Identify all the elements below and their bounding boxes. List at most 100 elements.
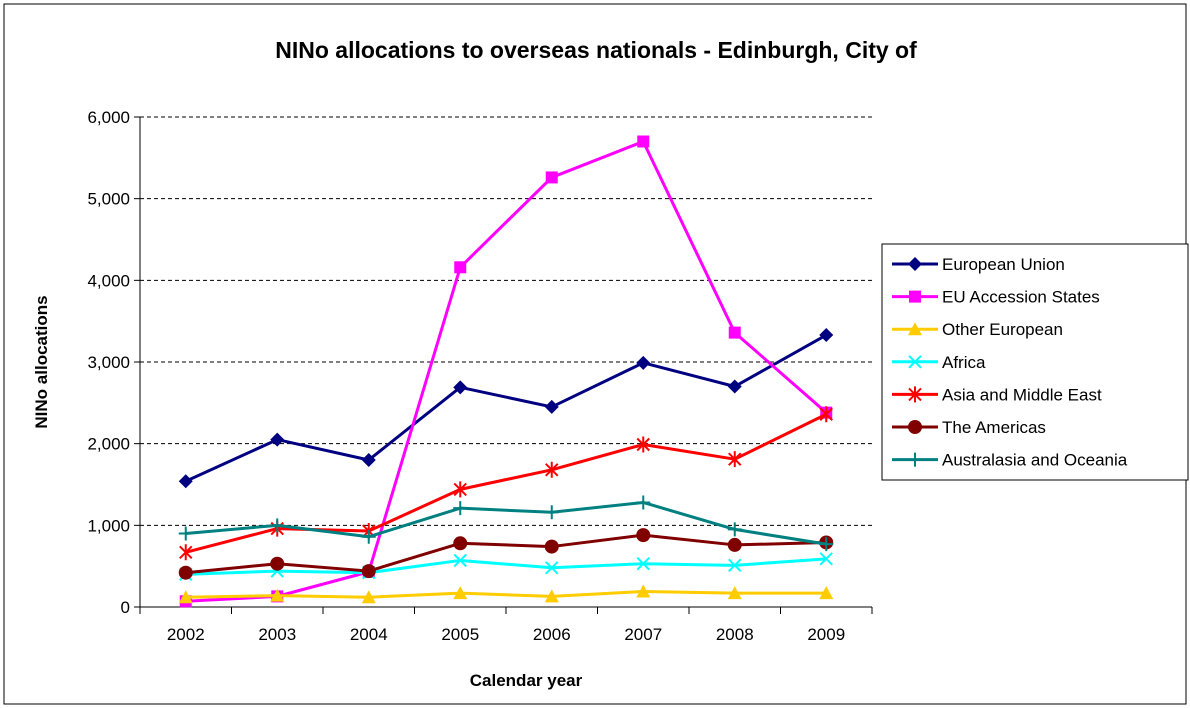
- legend-item: Australasia and Oceania: [892, 451, 1128, 470]
- data-point: [361, 529, 376, 544]
- data-point: [270, 588, 285, 602]
- chart-title: NINo allocations to overseas nationals -…: [275, 37, 917, 63]
- legend-label: The Americas: [942, 418, 1046, 437]
- legend: European Union EU Accession States Other E…: [881, 243, 1189, 481]
- data-point: [727, 586, 742, 600]
- data-point: [544, 505, 559, 520]
- series-6: [178, 495, 834, 552]
- data-point: [178, 474, 193, 489]
- legend-item: Asia and Middle East: [892, 385, 1102, 404]
- series-line: [185, 333, 827, 483]
- data-point: [637, 135, 650, 148]
- series-line: [185, 557, 827, 576]
- legend-label: Asia and Middle East: [942, 385, 1102, 404]
- x-tick-label: 2002: [167, 625, 205, 644]
- legend-marker: [908, 386, 922, 403]
- legend-marker: [909, 290, 921, 303]
- y-tick-label: 6,000: [87, 108, 130, 127]
- legend-marker: [908, 322, 922, 336]
- y-tick-label: 5,000: [87, 190, 130, 209]
- legend-label: Africa: [942, 353, 986, 372]
- legend-item: Other European: [892, 320, 1063, 339]
- data-point: [819, 328, 834, 343]
- y-tick-label: 4,000: [87, 271, 130, 290]
- data-point: [728, 326, 741, 339]
- data-point: [728, 558, 742, 573]
- series-line: [185, 589, 827, 599]
- data-point: [545, 461, 559, 478]
- data-point: [728, 451, 742, 468]
- data-point: [361, 590, 376, 604]
- data-point: [453, 553, 467, 568]
- data-point: [453, 536, 468, 551]
- y-axis-ticks: 0 1,000 2,000 3,000 4,000 5,000 6,000: [87, 108, 140, 617]
- data-point: [453, 586, 468, 600]
- data-point: [636, 557, 650, 571]
- series-4: [179, 406, 833, 561]
- legend-label: Other European: [942, 320, 1063, 339]
- y-tick-label: 0: [121, 598, 130, 617]
- data-point: [361, 453, 376, 467]
- x-tick-label: 2004: [350, 625, 388, 644]
- x-axis-ticks: 2002 2003 2004 2005 2006 2007 2008 2009: [139, 607, 873, 644]
- y-tick-label: 2,000: [87, 435, 130, 454]
- data-point: [545, 561, 559, 575]
- series-5: [178, 528, 834, 580]
- x-tick-label: 2009: [807, 625, 845, 644]
- legend-item: European Union: [892, 255, 1065, 274]
- legend-marker: [908, 452, 922, 467]
- data-point: [270, 518, 285, 533]
- y-tick-label: 1,000: [87, 516, 130, 535]
- data-point: [178, 526, 193, 541]
- series-group: [178, 135, 834, 608]
- data-point: [178, 590, 193, 604]
- legend-marker: [908, 420, 922, 434]
- data-point: [544, 399, 559, 414]
- data-point: [544, 589, 559, 603]
- data-point: [270, 556, 285, 571]
- data-point: [636, 584, 651, 598]
- series-0: [178, 328, 834, 489]
- data-point: [819, 586, 834, 600]
- data-point: [819, 552, 833, 566]
- data-point: [453, 380, 468, 395]
- legend-marker: [908, 257, 922, 271]
- data-point: [819, 537, 834, 552]
- x-tick-label: 2007: [624, 625, 662, 644]
- data-point: [727, 522, 742, 537]
- data-point: [179, 544, 193, 561]
- data-point: [727, 537, 742, 552]
- data-point: [544, 539, 559, 554]
- data-point: [545, 171, 558, 184]
- data-point: [453, 481, 467, 498]
- data-point: [454, 261, 467, 274]
- data-point: [636, 355, 651, 370]
- legend-item: The Americas: [892, 418, 1046, 437]
- x-axis-title: Calendar year: [470, 671, 583, 690]
- y-tick-label: 3,000: [87, 353, 130, 372]
- series-line: [185, 500, 827, 546]
- x-tick-label: 2003: [258, 625, 296, 644]
- legend-label: Australasia and Oceania: [942, 451, 1128, 470]
- x-tick-label: 2008: [716, 625, 754, 644]
- legend-item: Africa: [892, 353, 986, 372]
- data-point: [636, 436, 650, 453]
- data-point: [270, 432, 285, 447]
- legend-item: EU Accession States: [892, 288, 1100, 307]
- x-tick-label: 2006: [533, 625, 571, 644]
- legend-label: EU Accession States: [942, 288, 1100, 307]
- y-axis-title: NINo allocations: [32, 295, 51, 428]
- data-point: [819, 406, 833, 423]
- legend-marker: [908, 355, 922, 369]
- data-point: [727, 379, 742, 394]
- series-line: [185, 140, 828, 603]
- x-tick-label: 2005: [441, 625, 479, 644]
- data-point: [361, 564, 376, 579]
- series-2: [178, 584, 834, 604]
- data-point: [636, 495, 651, 510]
- data-point: [636, 528, 651, 543]
- data-point: [178, 565, 193, 580]
- data-point: [453, 501, 468, 516]
- series-line: [185, 533, 827, 575]
